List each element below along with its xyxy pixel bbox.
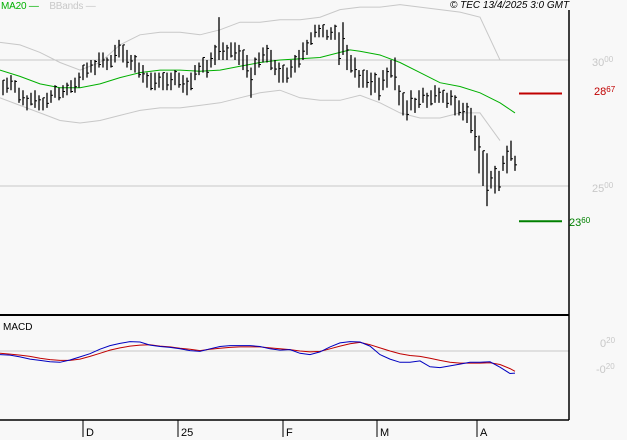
- price-label-2500: 2500: [592, 181, 614, 195]
- resistance-label: 2867: [594, 85, 616, 98]
- legend-bbands: BBands —: [49, 1, 96, 12]
- copyright-timestamp: © TEC 13/4/2025 3:0 GMT: [450, 0, 570, 11]
- bollinger-bands: [0, 4, 515, 141]
- support-label: 2360: [569, 216, 591, 229]
- x-label-a: A: [480, 427, 488, 439]
- legend-ma20: MA20 —: [1, 1, 39, 12]
- chart-frame: [0, 10, 570, 421]
- x-label-25: 25: [181, 427, 194, 439]
- support-resistance-lines: [519, 92, 562, 223]
- macd-title: MACD: [3, 322, 33, 333]
- price-bars: [2, 17, 517, 207]
- x-label-d: D: [86, 427, 94, 439]
- macd-label-neg: -020: [596, 362, 615, 376]
- x-label-f: F: [286, 427, 293, 439]
- x-axis-ticks: [82, 420, 478, 437]
- price-label-3000: 3000: [592, 55, 614, 69]
- ma20-line: [0, 49, 516, 114]
- x-label-m: M: [380, 427, 390, 439]
- macd-label-pos: 020: [600, 336, 616, 350]
- macd-lines: [0, 341, 516, 375]
- legend: MA20 — BBands —: [1, 1, 96, 12]
